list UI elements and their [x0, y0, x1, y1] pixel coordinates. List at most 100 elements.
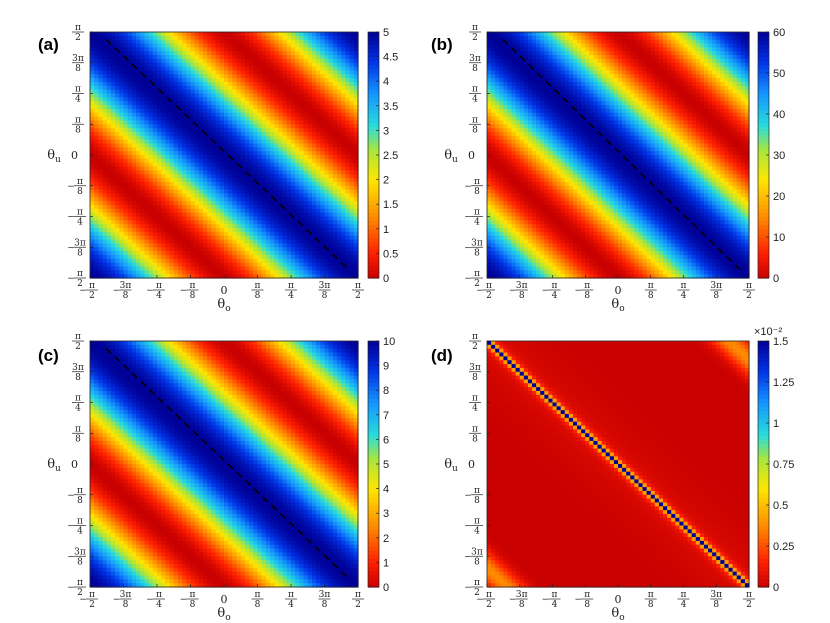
- heatmap-cell: [261, 178, 267, 183]
- heatmap-cell: [328, 124, 334, 129]
- heatmap-cell: [165, 201, 171, 206]
- heatmap-cell: [102, 97, 108, 102]
- heatmap-cell: [127, 62, 133, 68]
- heatmap-cell: [211, 43, 217, 48]
- heatmap-cell: [303, 39, 309, 45]
- heatmap-cell: [299, 135, 305, 141]
- heatmap-cell: [219, 270, 225, 275]
- heatmap-cell: [90, 197, 95, 202]
- heatmap-cell: [119, 55, 125, 60]
- heatmap-cell: [295, 139, 300, 145]
- heatmap-cell: [144, 170, 150, 175]
- heatmap-cell: [182, 251, 187, 256]
- heatmap-cell: [503, 228, 509, 233]
- heatmap-cell: [140, 189, 146, 195]
- heatmap-cell: [265, 143, 271, 148]
- heatmap-cell: [261, 193, 267, 198]
- heatmap-cell: [228, 220, 233, 225]
- heatmap-cell: [523, 55, 529, 60]
- heatmap-cell: [228, 204, 233, 210]
- heatmap-cell: [527, 251, 533, 256]
- heatmap-cell: [299, 158, 305, 164]
- heatmap-cell: [152, 58, 158, 64]
- heatmap-cell: [507, 32, 513, 37]
- heatmap-cell: [511, 181, 517, 187]
- heatmap-cell: [495, 247, 500, 252]
- heatmap-cell: [228, 74, 233, 79]
- heatmap-cell: [249, 158, 254, 164]
- heatmap-cell: [165, 254, 171, 260]
- heatmap-cell: [527, 89, 533, 95]
- heatmap-cell: [253, 224, 259, 229]
- heatmap-cell: [169, 155, 175, 160]
- heatmap-cell: [499, 78, 504, 83]
- heatmap-cell: [148, 93, 154, 98]
- heatmap-cell: [282, 93, 288, 98]
- heatmap-cell: [119, 43, 125, 48]
- heatmap-cell: [224, 32, 229, 37]
- heatmap-cell: [291, 197, 296, 202]
- heatmap-cell: [324, 155, 330, 160]
- heatmap-cell: [136, 266, 141, 271]
- heatmap-cell: [236, 247, 242, 252]
- heatmap-cell: [320, 131, 326, 137]
- heatmap-cell: [511, 35, 517, 41]
- heatmap-cell: [303, 178, 309, 183]
- heatmap-cell: [249, 204, 254, 210]
- heatmap-cell: [236, 266, 242, 271]
- heatmap-cell: [345, 189, 351, 195]
- heatmap-cell: [232, 193, 238, 198]
- heatmap-cell: [270, 93, 275, 98]
- heatmap-cell: [194, 189, 200, 195]
- heatmap-cell: [207, 270, 213, 275]
- heatmap-cell: [491, 258, 496, 264]
- heatmap-cell: [503, 258, 509, 264]
- heatmap-cell: [127, 135, 133, 141]
- heatmap-cell: [507, 55, 513, 60]
- heatmap-cell: [299, 170, 305, 175]
- heatmap-cell: [115, 131, 120, 137]
- heatmap-cell: [115, 224, 120, 229]
- heatmap-cell: [511, 239, 517, 244]
- heatmap-cell: [253, 85, 259, 91]
- tick-label: − π2: [67, 269, 86, 289]
- heatmap-cell: [131, 258, 137, 264]
- heatmap-cell: [332, 208, 338, 214]
- heatmap-cell: [320, 174, 326, 179]
- heatmap-cell: [532, 93, 537, 98]
- heatmap-cell: [523, 97, 529, 102]
- heatmap-cell: [320, 201, 326, 206]
- heatmap-cell: [244, 216, 250, 221]
- heatmap-cell: [94, 204, 99, 210]
- heatmap-cell: [341, 212, 347, 218]
- heatmap-cell: [265, 201, 271, 206]
- heatmap-cell: [144, 197, 150, 202]
- heatmap-cell: [536, 85, 541, 91]
- heatmap-cell: [341, 170, 347, 175]
- heatmap-cell: [236, 101, 242, 106]
- heatmap-cell: [119, 74, 125, 79]
- heatmap-cell: [324, 251, 330, 256]
- heatmap-cell: [341, 178, 347, 183]
- heatmap-cell: [123, 166, 129, 171]
- heatmap-cell: [249, 193, 254, 198]
- heatmap-cell: [282, 81, 288, 87]
- heatmap-cell: [90, 85, 95, 91]
- heatmap-cell: [274, 189, 280, 195]
- heatmap-cell: [499, 258, 504, 264]
- heatmap-cell: [232, 181, 238, 187]
- heatmap-cell: [499, 243, 504, 248]
- heatmap-cell: [527, 158, 533, 164]
- heatmap-cell: [102, 193, 108, 198]
- heatmap-cell: [115, 81, 120, 87]
- heatmap-cell: [523, 174, 529, 179]
- heatmap-cell: [249, 47, 254, 52]
- heatmap-cell: [203, 185, 208, 191]
- heatmap-cell: [328, 32, 334, 37]
- heatmap-cell: [136, 231, 141, 237]
- heatmap-cell: [515, 208, 521, 214]
- heatmap-cell: [265, 66, 271, 72]
- heatmap-cell: [90, 266, 95, 271]
- heatmap-cell: [278, 58, 284, 64]
- heatmap-cell: [253, 235, 259, 241]
